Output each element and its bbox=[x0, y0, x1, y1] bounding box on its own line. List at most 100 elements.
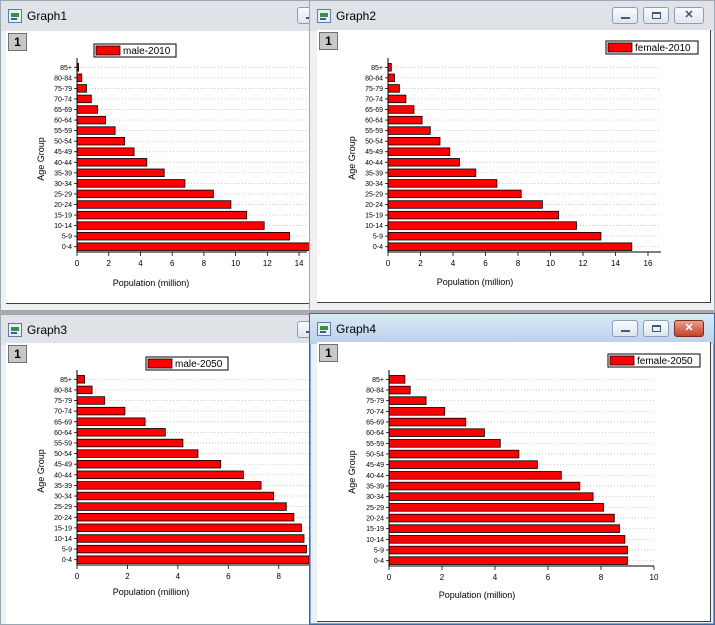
y-tick-label: 60-64 bbox=[54, 430, 72, 437]
x-tick-label: 2 bbox=[418, 259, 423, 268]
bar bbox=[387, 231, 602, 241]
y-tick-label: 65-69 bbox=[54, 107, 72, 114]
y-tick-label: 55-59 bbox=[365, 128, 383, 135]
bar bbox=[388, 492, 594, 501]
y-tick-label: 20-24 bbox=[54, 515, 72, 522]
legend-swatch bbox=[147, 358, 173, 369]
y-tick-label: 85+ bbox=[60, 65, 72, 72]
y-tick-label: 80-84 bbox=[366, 388, 384, 395]
y-tick-label: 20-24 bbox=[54, 202, 72, 209]
y-tick-label: 85+ bbox=[60, 377, 72, 384]
layer-1-button[interactable]: 1 bbox=[8, 33, 27, 51]
bar bbox=[76, 73, 83, 82]
maximize-button[interactable] bbox=[643, 320, 669, 337]
bar bbox=[387, 168, 477, 177]
y-tick-label: 15-19 bbox=[54, 525, 72, 532]
y-tick-label: 15-19 bbox=[54, 213, 72, 220]
graph4-titlebar[interactable]: Graph4 ✕ bbox=[310, 314, 714, 344]
bar bbox=[387, 158, 460, 167]
x-tick-label: 0 bbox=[75, 259, 80, 268]
graph-canvas[interactable]: 1 0-4 5-9 10-14 15-19 20-24 25-29 30-34 35-39 40… bbox=[317, 30, 711, 303]
y-tick-label: 85+ bbox=[372, 377, 384, 384]
legend-label: female-2010 bbox=[635, 43, 691, 54]
minimize-button[interactable] bbox=[297, 321, 310, 338]
x-tick-label: 8 bbox=[599, 573, 604, 582]
bar bbox=[76, 417, 146, 426]
y-tick-label: 70-74 bbox=[365, 96, 383, 103]
minimize-button[interactable] bbox=[612, 7, 638, 24]
graph-canvas[interactable]: 1 0-4 5-9 10-14 15-19 20-24 25-29 30-34 35-39 40… bbox=[6, 343, 310, 624]
bar bbox=[76, 231, 291, 241]
bar bbox=[76, 481, 262, 490]
y-tick-label: 25-29 bbox=[54, 504, 72, 511]
graph2-window[interactable]: Graph2 ✕ 1 0-4 5-9 10-14 15-19 20-24 25-29 30-… bbox=[309, 0, 715, 311]
layer-1-button[interactable]: 1 bbox=[319, 344, 338, 362]
y-tick-label: 0-4 bbox=[62, 557, 72, 564]
x-tick-label: 0 bbox=[75, 572, 80, 581]
close-button[interactable]: ✕ bbox=[674, 7, 704, 24]
y-tick-label: 10-14 bbox=[365, 223, 383, 230]
y-tick-label: 50-54 bbox=[54, 451, 72, 458]
y-axis-title: Age Group bbox=[36, 137, 46, 181]
y-tick-label: 35-39 bbox=[365, 170, 383, 177]
pyramid-chart: 0-4 5-9 10-14 15-19 20-24 25-29 30-34 35-39 40-4… bbox=[347, 353, 701, 600]
y-tick-label: 40-44 bbox=[54, 472, 72, 479]
graph4-window[interactable]: Graph4 ✕ 1 0-4 5-9 10-14 15-19 20-24 25-29 30-… bbox=[309, 313, 715, 625]
x-axis-title: Population (million) bbox=[439, 590, 516, 600]
maximize-button[interactable] bbox=[643, 7, 669, 24]
bar bbox=[387, 73, 395, 82]
x-tick-label: 10 bbox=[650, 573, 659, 582]
close-icon: ✕ bbox=[684, 322, 694, 334]
y-tick-label: 80-84 bbox=[54, 75, 72, 82]
bar bbox=[76, 428, 166, 437]
y-tick-label: 40-44 bbox=[366, 473, 384, 480]
bar bbox=[387, 147, 451, 156]
y-tick-label: 30-34 bbox=[366, 494, 384, 501]
graph1-titlebar[interactable]: Graph1 bbox=[1, 1, 310, 31]
graph3-titlebar[interactable]: Graph3 bbox=[1, 315, 310, 345]
x-tick-label: 14 bbox=[295, 259, 304, 268]
y-tick-label: 70-74 bbox=[54, 409, 72, 416]
y-tick-label: 40-44 bbox=[365, 160, 383, 167]
y-tick-label: 30-34 bbox=[54, 494, 72, 501]
bar bbox=[387, 115, 423, 125]
minimize-icon bbox=[306, 331, 310, 333]
bar bbox=[388, 439, 501, 448]
bar bbox=[387, 105, 415, 114]
bar bbox=[388, 417, 467, 427]
legend-swatch bbox=[95, 45, 121, 56]
minimize-icon bbox=[621, 330, 630, 332]
bar bbox=[388, 428, 485, 437]
layer-1-button[interactable]: 1 bbox=[8, 345, 27, 363]
legend-label: male-2050 bbox=[175, 359, 223, 370]
x-tick-label: 4 bbox=[176, 572, 181, 581]
graph-canvas[interactable]: 1 0-4 5-9 10-14 15-19 20-24 25-29 30-34 35-39 40… bbox=[6, 31, 310, 304]
y-tick-label: 65-69 bbox=[365, 107, 383, 114]
x-tick-label: 2 bbox=[125, 572, 130, 581]
x-tick-label: 10 bbox=[546, 259, 555, 268]
bar bbox=[76, 200, 232, 209]
bar bbox=[76, 502, 287, 511]
graph-canvas[interactable]: 1 0-4 5-9 10-14 15-19 20-24 25-29 30-34 35-39 40… bbox=[317, 342, 711, 622]
bar bbox=[387, 189, 522, 199]
graph1-window[interactable]: Graph1 1 0-4 5-9 10-14 15-19 20-24 25-29 30-34… bbox=[0, 0, 311, 311]
graph3-window[interactable]: Graph3 1 0-4 5-9 10-14 15-19 20-24 25-29 30-34… bbox=[0, 314, 311, 625]
x-tick-label: 6 bbox=[226, 572, 231, 581]
graph2-titlebar[interactable]: Graph2 ✕ bbox=[310, 1, 714, 31]
minimize-button[interactable] bbox=[297, 7, 310, 24]
legend-swatch bbox=[607, 42, 633, 53]
y-tick-label: 0-4 bbox=[62, 244, 72, 251]
minimize-button[interactable] bbox=[612, 320, 638, 337]
y-tick-label: 80-84 bbox=[54, 387, 72, 394]
layer-1-button[interactable]: 1 bbox=[319, 32, 338, 50]
y-tick-label: 15-19 bbox=[366, 526, 384, 533]
x-tick-label: 10 bbox=[231, 259, 240, 268]
y-tick-label: 30-34 bbox=[54, 181, 72, 188]
close-button[interactable]: ✕ bbox=[674, 320, 704, 337]
x-tick-label: 8 bbox=[516, 259, 521, 268]
y-tick-label: 60-64 bbox=[365, 118, 383, 125]
bar bbox=[76, 470, 244, 479]
y-tick-label: 45-49 bbox=[366, 462, 384, 469]
y-tick-label: 60-64 bbox=[54, 118, 72, 125]
bar bbox=[76, 438, 184, 448]
